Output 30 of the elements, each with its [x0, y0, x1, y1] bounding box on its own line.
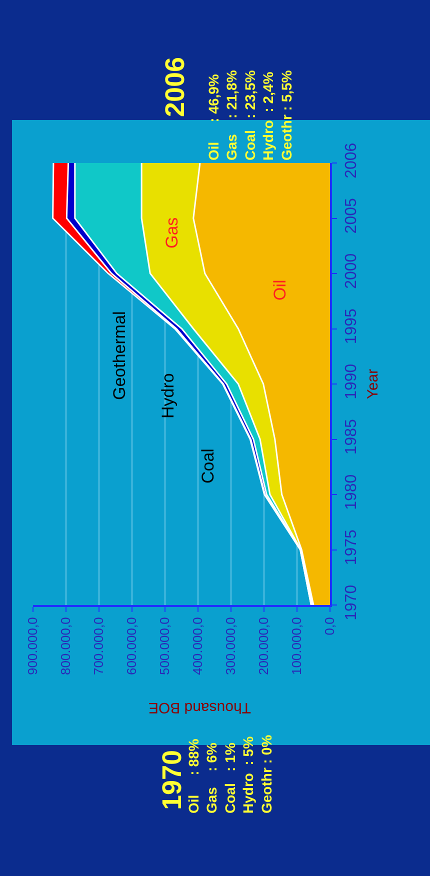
x-tick-label: 900.000,0 — [25, 617, 40, 676]
y-tick-label: 2000 — [343, 253, 360, 289]
text: 2006 — [160, 56, 190, 117]
text: Oil : 88% Gas : 6% Coal : 1% Hydro : 5% Geothr : 0% — [186, 734, 274, 814]
series-label: Gas — [162, 217, 182, 248]
x-tick-label: 0,0 — [322, 617, 338, 636]
series-label: Oil — [270, 280, 290, 300]
y-tick-label: 1990 — [343, 364, 360, 400]
x-tick-label: 300.000,0 — [223, 617, 238, 676]
text: Geothermal — [110, 311, 129, 400]
text: Oil : 46,9% Gas : 21,8% Coal : 23,5% Hydro : 2,4% Geothr : 5,5% — [206, 70, 294, 160]
y-tick-label: 1985 — [343, 418, 360, 455]
x-tick-label: 100.000,0 — [289, 617, 304, 676]
x-tick-label: 600.000,0 — [124, 617, 140, 676]
y-tick-label: 2006 — [343, 142, 360, 178]
text: 1970 — [157, 750, 187, 810]
text: Hydro — [158, 373, 178, 418]
x-tick-label: 500.000,0 — [157, 617, 172, 676]
y-tick-label: 1975 — [343, 529, 360, 566]
x-tick-label: 400.000,0 — [190, 617, 206, 676]
x-tick-label: 800.000,0 — [58, 617, 74, 676]
y-tick-label: 1980 — [343, 474, 360, 510]
text: Coal — [198, 448, 218, 484]
y-tick-label: 1970 — [343, 584, 360, 620]
x-tick-label: 200.000,0 — [256, 617, 272, 676]
x-tick-label: 700.000,0 — [91, 617, 106, 676]
y-tick-label: 1995 — [343, 308, 360, 344]
y-axis-title: Year — [364, 368, 382, 400]
y-tick-label: 2005 — [343, 198, 360, 234]
x-axis-title: Thousand BOE — [148, 699, 251, 716]
